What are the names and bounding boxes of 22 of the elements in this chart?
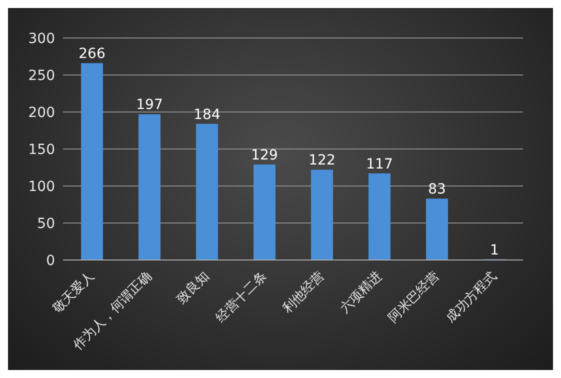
data-label: 122: [308, 152, 336, 169]
data-label: 83: [428, 182, 446, 198]
y-tick-label: 0: [46, 252, 55, 269]
x-tick-label: 阿米巴经营: [386, 269, 442, 326]
x-tick-label: 成功方程式: [442, 268, 500, 326]
data-label: 1: [490, 242, 499, 258]
y-tick-label: 300: [28, 30, 55, 47]
x-tick-label: 经营十二条: [213, 269, 270, 326]
data-label: 266: [78, 46, 106, 62]
x-tick-label: 敬天爱人: [50, 269, 98, 316]
y-tick-label: 250: [28, 68, 55, 84]
data-label: 197: [136, 97, 163, 114]
y-tick-label: 50: [37, 216, 55, 232]
x-tick-label: 致良知: [174, 269, 212, 308]
y-tick-label: 150: [28, 142, 55, 158]
x-tick-label: 利他经营: [280, 269, 328, 316]
x-tick-label: 六项精进: [338, 269, 385, 316]
y-tick-label: 100: [28, 178, 55, 195]
y-tick-label: 200: [28, 104, 55, 121]
data-label: 184: [194, 106, 220, 123]
data-label: 117: [366, 156, 393, 172]
data-label: 129: [251, 148, 278, 164]
